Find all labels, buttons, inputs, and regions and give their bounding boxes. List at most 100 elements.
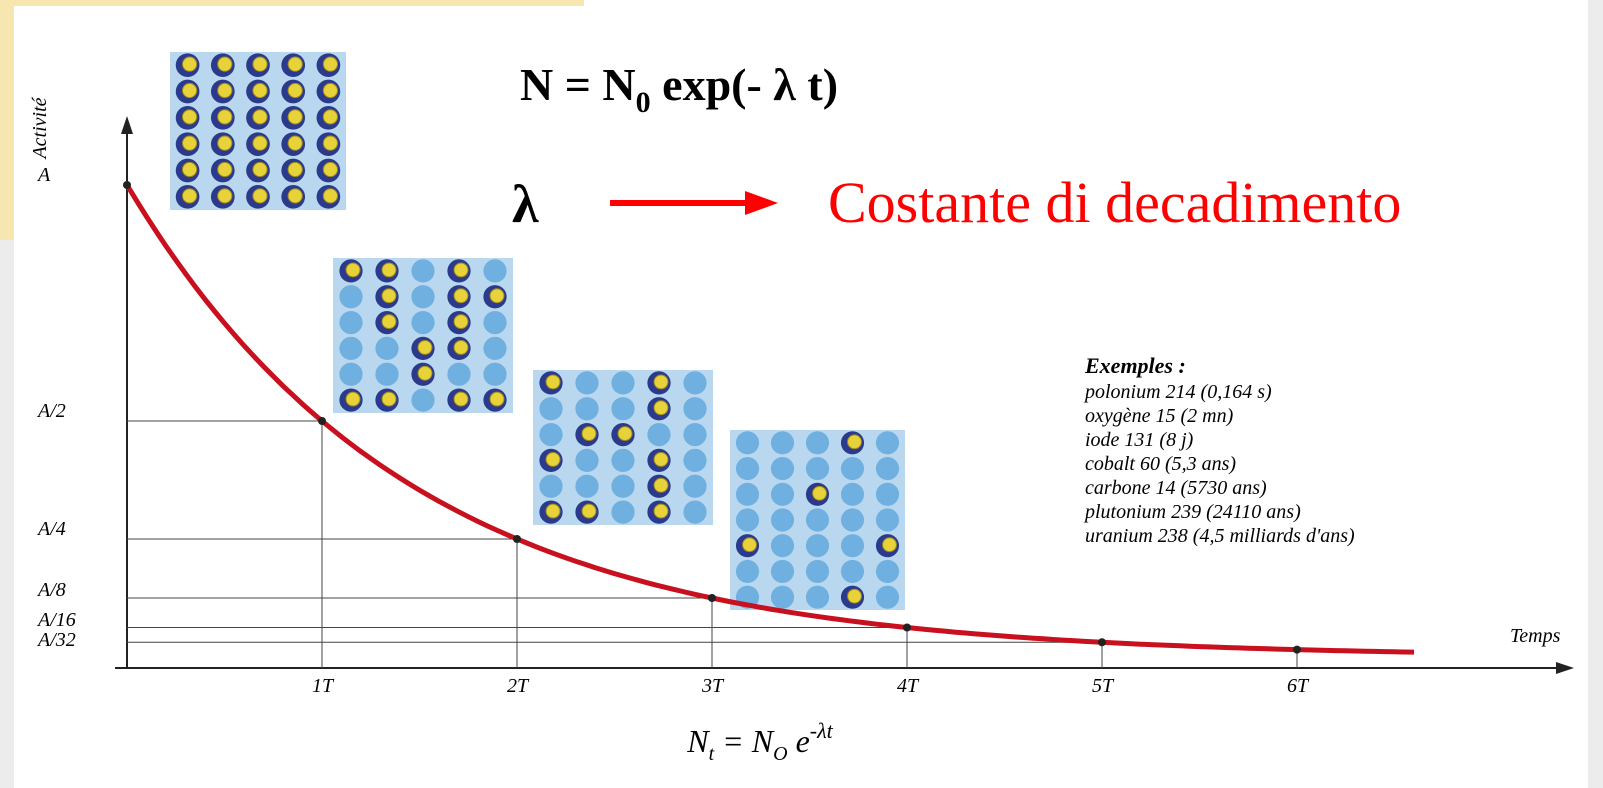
atom xyxy=(375,337,398,360)
atom-core xyxy=(288,57,302,71)
example-item: plutonium 239 (24110 ans) xyxy=(1083,501,1301,523)
atom-core xyxy=(218,110,232,124)
atom-core xyxy=(490,289,504,303)
atom-core xyxy=(182,57,196,71)
atom-core xyxy=(813,486,827,500)
example-item: uranium 238 (4,5 milliards d'ans) xyxy=(1085,525,1355,547)
atom-core xyxy=(253,136,267,150)
example-item: carbone 14 (5730 ans) xyxy=(1085,477,1267,499)
curve-point xyxy=(1293,646,1301,654)
formula-sub: O xyxy=(773,743,787,765)
atom-core xyxy=(582,504,596,518)
atom xyxy=(841,560,864,583)
atom xyxy=(411,259,434,282)
atom-core xyxy=(582,427,596,441)
atom xyxy=(483,311,506,334)
atom-core xyxy=(848,589,862,603)
atom xyxy=(806,586,829,609)
atom-core xyxy=(454,340,468,354)
curve-point xyxy=(708,594,716,602)
atom xyxy=(411,388,434,411)
example-item: oxygène 15 (2 mn) xyxy=(1085,405,1234,427)
atom xyxy=(736,560,759,583)
atom-core xyxy=(546,504,560,518)
atom-core xyxy=(618,427,632,441)
atom-core xyxy=(382,289,396,303)
atom-core xyxy=(323,162,337,176)
atom-core xyxy=(288,189,302,203)
atom xyxy=(771,534,794,557)
atom xyxy=(683,500,706,523)
formula-part: exp(- λ t) xyxy=(651,59,838,110)
atom-core xyxy=(382,315,396,329)
atom-core xyxy=(654,504,668,518)
atom xyxy=(375,363,398,386)
atom-core xyxy=(218,57,232,71)
curve-point xyxy=(1098,638,1106,646)
atom-core xyxy=(883,538,897,552)
atom xyxy=(575,449,598,472)
curve-point xyxy=(513,535,521,543)
atom xyxy=(483,363,506,386)
atom xyxy=(683,423,706,446)
example-item: iode 131 (8 j) xyxy=(1085,429,1194,451)
atom-core xyxy=(182,189,196,203)
atom xyxy=(447,363,470,386)
atom xyxy=(806,534,829,557)
atom xyxy=(876,431,899,454)
atom-core xyxy=(654,452,668,466)
atom-core xyxy=(382,392,396,406)
atom xyxy=(736,431,759,454)
atom xyxy=(806,457,829,480)
atom xyxy=(411,311,434,334)
example-item: polonium 214 (0,164 s) xyxy=(1083,381,1272,403)
atom-core xyxy=(323,136,337,150)
atom xyxy=(841,508,864,531)
x-axis-label: Temps xyxy=(1510,625,1561,647)
top-band xyxy=(14,0,584,6)
atom xyxy=(806,508,829,531)
formula-part: = N xyxy=(714,723,775,759)
atom xyxy=(771,431,794,454)
x-tick-label: 2T xyxy=(507,675,530,697)
atom xyxy=(539,423,562,446)
atom-core xyxy=(346,263,360,277)
y-tick-label: A/16 xyxy=(36,609,76,631)
lambda-symbol: λ xyxy=(512,174,539,234)
atom xyxy=(876,586,899,609)
atom xyxy=(876,508,899,531)
atom xyxy=(339,285,362,308)
left-band xyxy=(0,0,14,240)
atom xyxy=(771,560,794,583)
y-axis-label: Activité xyxy=(29,96,51,160)
atom xyxy=(575,475,598,498)
atom-core xyxy=(218,189,232,203)
atom-core xyxy=(346,392,360,406)
atom-core xyxy=(288,83,302,97)
curve-point xyxy=(318,417,326,425)
atom-core xyxy=(253,57,267,71)
atom-core xyxy=(654,375,668,389)
atom-core xyxy=(288,136,302,150)
atom xyxy=(876,560,899,583)
formula-part: e xyxy=(788,723,810,759)
atom-core xyxy=(323,83,337,97)
atom xyxy=(339,311,362,334)
atom-core xyxy=(546,375,560,389)
atom xyxy=(736,457,759,480)
atom xyxy=(771,586,794,609)
atom xyxy=(483,259,506,282)
atom xyxy=(841,483,864,506)
atom-core xyxy=(454,263,468,277)
atom xyxy=(806,431,829,454)
atom xyxy=(647,423,670,446)
formula-part: N = N xyxy=(520,59,636,110)
atom xyxy=(736,508,759,531)
example-item: cobalt 60 (5,3 ans) xyxy=(1085,453,1236,475)
atom xyxy=(539,397,562,420)
atom xyxy=(876,483,899,506)
y-tick-label: A/8 xyxy=(36,579,66,601)
curve-point xyxy=(123,181,131,189)
atom-core xyxy=(848,435,862,449)
atom xyxy=(841,457,864,480)
